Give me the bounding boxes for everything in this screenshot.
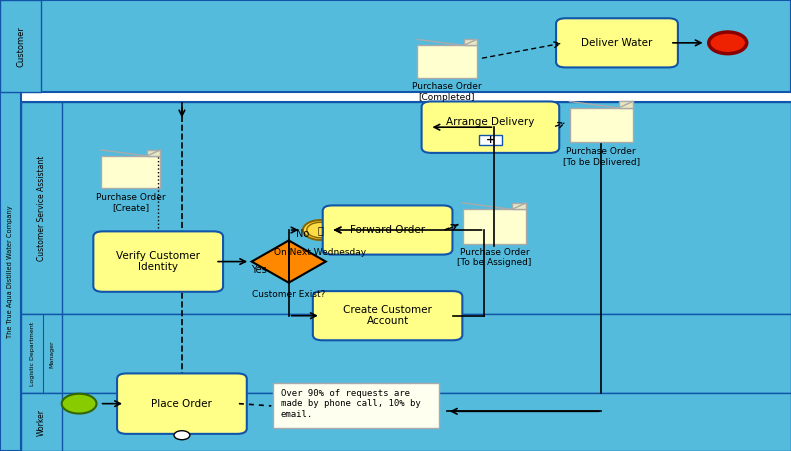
Text: Deliver Water: Deliver Water [581,38,653,48]
FancyBboxPatch shape [21,393,791,451]
Text: Place Order: Place Order [152,399,212,409]
Polygon shape [464,40,476,46]
Text: Purchase Order
[Create]: Purchase Order [Create] [96,193,165,212]
FancyBboxPatch shape [273,383,439,428]
Polygon shape [147,150,161,156]
FancyBboxPatch shape [0,0,791,92]
Circle shape [717,37,738,49]
FancyBboxPatch shape [556,18,678,67]
Text: Yes: Yes [251,265,267,276]
FancyBboxPatch shape [0,0,41,92]
Circle shape [709,32,747,54]
Text: Customer Service Assistant: Customer Service Assistant [36,156,46,261]
Text: Arrange Delivery: Arrange Delivery [446,117,535,127]
Text: Worker: Worker [36,409,46,436]
Text: Purchase Order
[Completed]: Purchase Order [Completed] [412,82,482,102]
Text: Purchase Order
[To be Assigned]: Purchase Order [To be Assigned] [457,248,532,267]
Text: Verify Customer
Identity: Verify Customer Identity [116,251,200,272]
Text: Create Customer
Account: Create Customer Account [343,305,432,327]
FancyBboxPatch shape [21,102,62,314]
Polygon shape [512,203,526,209]
FancyBboxPatch shape [0,92,21,451]
FancyBboxPatch shape [479,135,502,145]
Text: Customer Exist?: Customer Exist? [252,290,325,299]
Circle shape [174,431,190,440]
Polygon shape [619,101,633,108]
FancyBboxPatch shape [21,393,62,451]
Text: Manager: Manager [49,340,54,368]
Text: Over 90% of requests are
made by phone call, 10% by
email.: Over 90% of requests are made by phone c… [281,389,421,419]
Text: On Next Wednesday: On Next Wednesday [274,248,366,257]
FancyBboxPatch shape [422,101,559,153]
FancyBboxPatch shape [323,206,452,254]
Text: Purchase Order
[To be Delivered]: Purchase Order [To be Delivered] [562,147,640,166]
FancyBboxPatch shape [117,373,247,434]
FancyBboxPatch shape [312,291,463,340]
FancyBboxPatch shape [101,156,161,189]
Text: The True Aqua Distilled Water Company: The True Aqua Distilled Water Company [7,205,13,338]
FancyBboxPatch shape [463,209,526,244]
Text: Customer: Customer [16,26,25,67]
Text: 🕐: 🕐 [317,225,324,235]
FancyBboxPatch shape [21,314,791,393]
FancyBboxPatch shape [418,46,476,78]
FancyBboxPatch shape [0,102,791,451]
Circle shape [303,220,338,240]
Text: Forward Order: Forward Order [350,225,425,235]
Text: No: No [297,229,309,239]
FancyBboxPatch shape [21,314,62,393]
FancyBboxPatch shape [21,102,791,314]
FancyBboxPatch shape [93,231,223,292]
Polygon shape [252,240,326,283]
Text: +: + [486,135,495,145]
Text: Logistic Department: Logistic Department [30,322,36,386]
FancyBboxPatch shape [0,83,791,92]
FancyBboxPatch shape [570,108,633,142]
Circle shape [62,394,97,414]
